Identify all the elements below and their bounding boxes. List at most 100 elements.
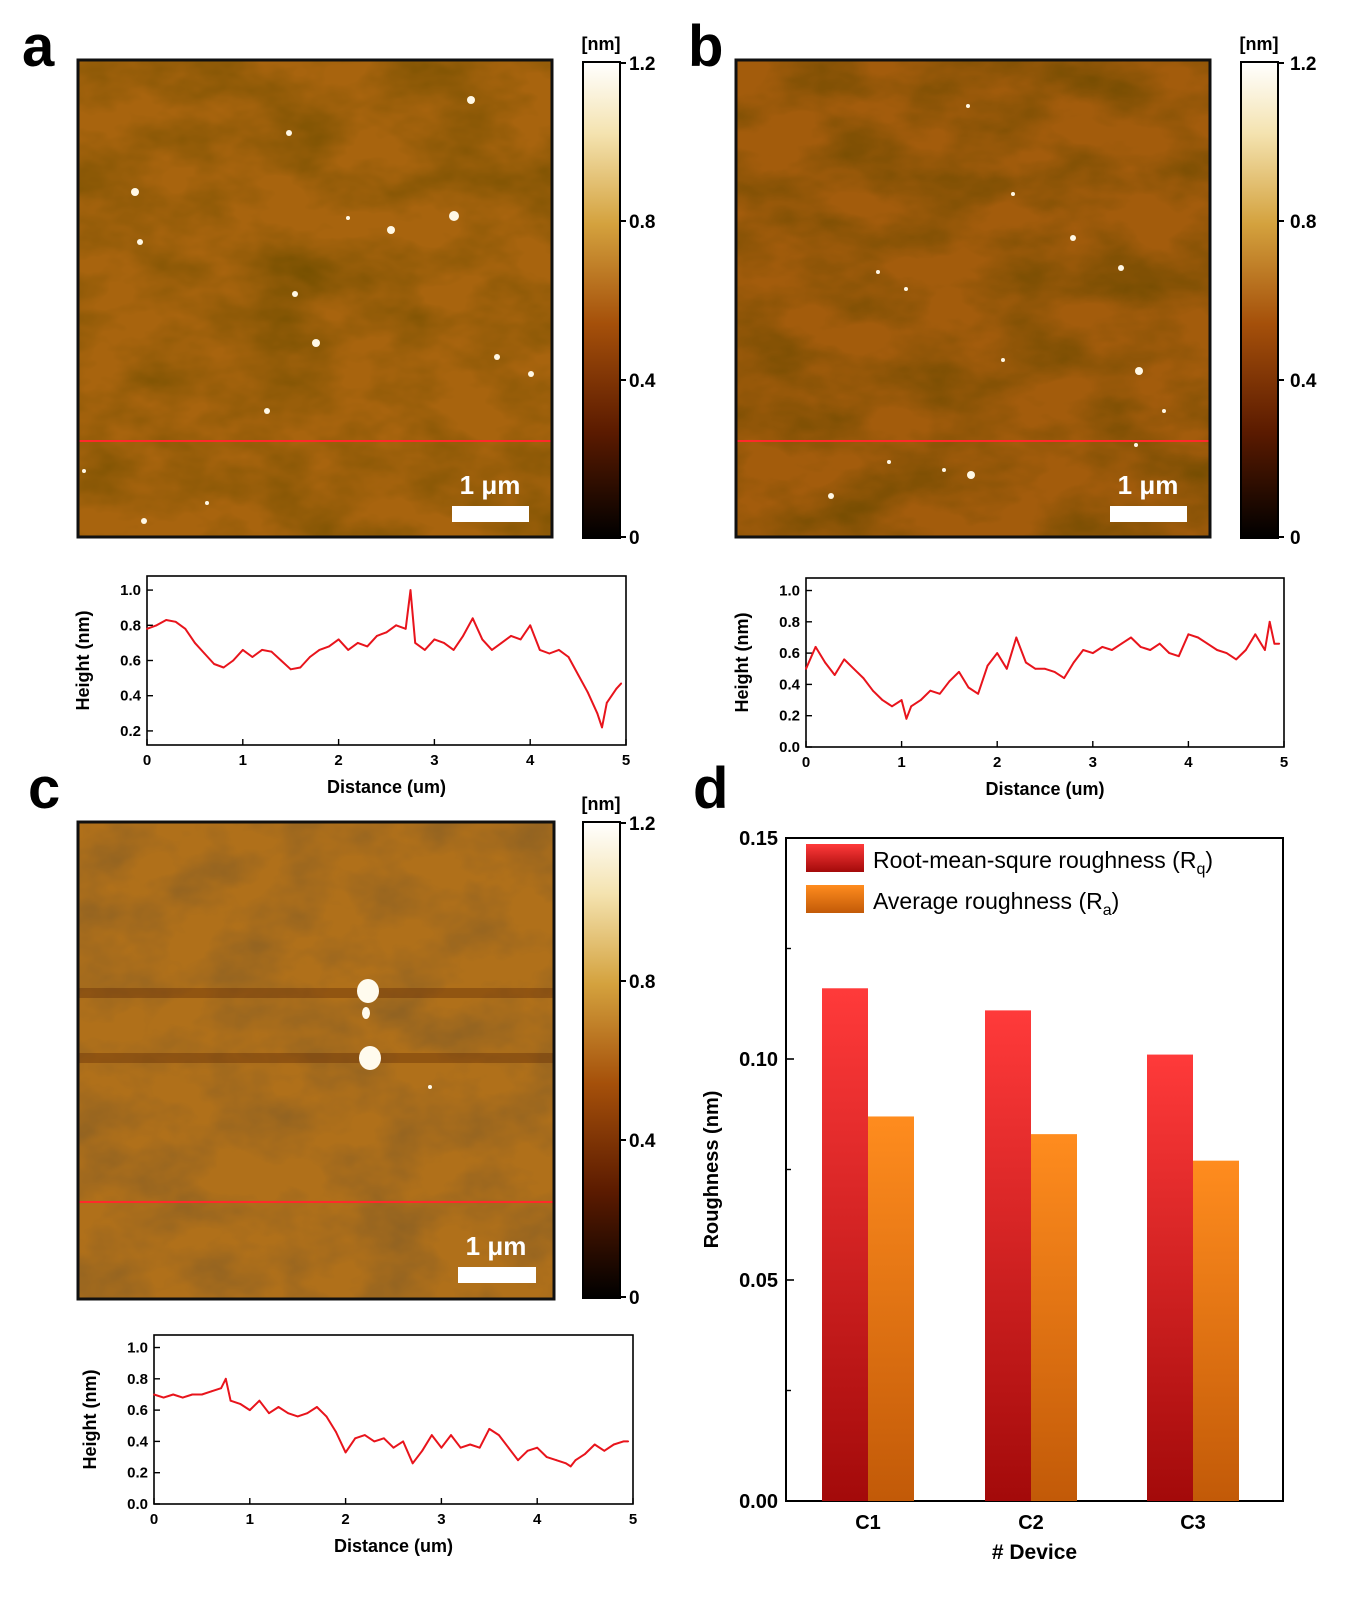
profile-point-a: [299, 666, 302, 669]
x-tick-label-c1: C1: [855, 1512, 881, 1534]
profile-point-b: [929, 689, 932, 692]
profile-point-a: [289, 668, 292, 671]
height-profile-line-b: [805, 620, 1280, 720]
profile-point-c: [287, 1412, 289, 1415]
profile-point-b: [1197, 636, 1199, 639]
profile-point-c: [306, 1412, 309, 1415]
profile-point-a: [395, 624, 397, 627]
y-axis-label-b: Height (nm): [732, 613, 752, 713]
profile-point-a: [481, 638, 484, 641]
profile-point-a: [337, 638, 340, 641]
colorbar-a-tick-0.4: 0.4: [629, 371, 656, 392]
profile-point-a: [558, 649, 560, 651]
x-tick-label-a: 2: [334, 752, 342, 769]
profile-point-c: [392, 1446, 395, 1449]
profile-point-b: [1225, 652, 1228, 654]
profile-point-a: [567, 656, 570, 658]
x-tick-label-c: 3: [437, 1511, 445, 1528]
plot-frame-a: [146, 575, 627, 746]
profile-point-c: [201, 1393, 203, 1396]
profile-point-b: [814, 646, 817, 648]
profile-point-b: [1177, 655, 1180, 658]
profile-point-b: [1264, 649, 1266, 651]
y-tick-label-a: 0.8: [120, 617, 141, 634]
colorbar-b-tick-0.8: 0.8: [1290, 212, 1316, 233]
profile-point-b: [1101, 646, 1104, 648]
afm-image-c-scan-streak-1: [78, 988, 554, 998]
y-tick-label-b: 0.0: [779, 739, 800, 756]
profile-point-a: [280, 659, 282, 662]
y-axis-label-a: Height (nm): [73, 611, 93, 711]
y-tick-label-d: 0.00: [739, 1491, 778, 1513]
y-tick-label-a: 1.0: [120, 582, 141, 599]
afm-image-b-scale-label: 1 μm: [1118, 470, 1179, 500]
profile-point-a: [433, 638, 436, 641]
x-axis-label-d: # Device: [992, 1541, 1077, 1564]
colorbar-b-unit: [nm]: [1240, 34, 1279, 54]
profile-point-c: [277, 1406, 280, 1408]
profile-point-b: [1130, 636, 1132, 639]
profile-point-c: [181, 1396, 184, 1399]
profile-point-a: [529, 624, 532, 627]
afm-image-c: 1 μm: [76, 820, 556, 1301]
profile-point-b: [910, 705, 913, 708]
bar-ra-c1: [868, 1116, 914, 1501]
profile-point-c: [478, 1446, 481, 1449]
y-tick-label-c: 1.0: [127, 1340, 148, 1357]
profile-point-b: [1235, 658, 1238, 661]
profile-point-c: [224, 1377, 227, 1380]
profile-point-b: [967, 686, 970, 689]
afm-image-a-texture: [78, 60, 552, 537]
x-tick-label-b: 5: [1280, 754, 1288, 771]
profile-point-a: [615, 687, 618, 690]
profile-point-c: [191, 1393, 194, 1396]
y-tick-label-a: 0.2: [120, 723, 141, 740]
colorbar-a: [nm] 1.2 0.8 0.4 0: [582, 34, 656, 549]
profile-point-a: [423, 649, 426, 651]
profile-point-a: [184, 627, 187, 630]
profile-point-a: [404, 627, 407, 630]
x-tick-label-a: 0: [143, 752, 151, 769]
y-tick-label-c: 0.8: [127, 1371, 148, 1388]
profile-point-c: [603, 1449, 606, 1452]
y-tick-label-c: 0.4: [127, 1433, 149, 1450]
y-tick-label-b: 0.8: [779, 614, 800, 631]
colorbar-b-tick-0: 0: [1290, 528, 1301, 549]
afm-image-a-particles: [82, 96, 534, 524]
profile-point-a: [605, 701, 608, 704]
profile-point-b: [1216, 649, 1218, 651]
profile-point-a: [510, 635, 512, 637]
profile-point-b: [872, 689, 874, 692]
bar-rq-c2: [985, 1010, 1031, 1501]
panel-label-c: c: [28, 756, 60, 821]
profile-point-c: [402, 1440, 404, 1443]
colorbar-a-tick-1.2: 1.2: [629, 54, 655, 75]
profile-point-b: [919, 699, 922, 701]
profile-point-c: [545, 1456, 548, 1458]
colorbar-b-gradient: [1240, 61, 1279, 539]
afm-image-a: 1 μm: [76, 58, 554, 539]
profile-point-c: [316, 1406, 318, 1408]
legend-swatch-ra: [806, 885, 864, 913]
profile-point-a: [385, 631, 388, 634]
afm-image-c-particles: [357, 979, 432, 1089]
profile-point-a: [251, 656, 254, 658]
profile-point-a: [601, 726, 603, 729]
profile-point-b: [1015, 636, 1018, 639]
profile-point-c: [498, 1434, 500, 1436]
colorbar-b-tick-0.4: 0.4: [1290, 371, 1317, 392]
profile-point-c: [536, 1446, 539, 1449]
profile-point-c: [488, 1428, 491, 1430]
profile-point-a: [538, 649, 541, 651]
profile-point-a: [586, 691, 589, 694]
profile-point-c: [411, 1462, 414, 1465]
profile-point-c: [383, 1437, 385, 1440]
x-tick-label-b: 1: [897, 754, 905, 771]
bar-ra-c2: [1031, 1134, 1077, 1501]
x-tick-label-c: 4: [533, 1511, 542, 1528]
profile-point-b: [1034, 667, 1037, 670]
profile-point-a: [309, 656, 311, 658]
profile-point-b: [1206, 642, 1209, 645]
profile-point-c: [258, 1399, 261, 1402]
profile-point-b: [1044, 667, 1046, 670]
